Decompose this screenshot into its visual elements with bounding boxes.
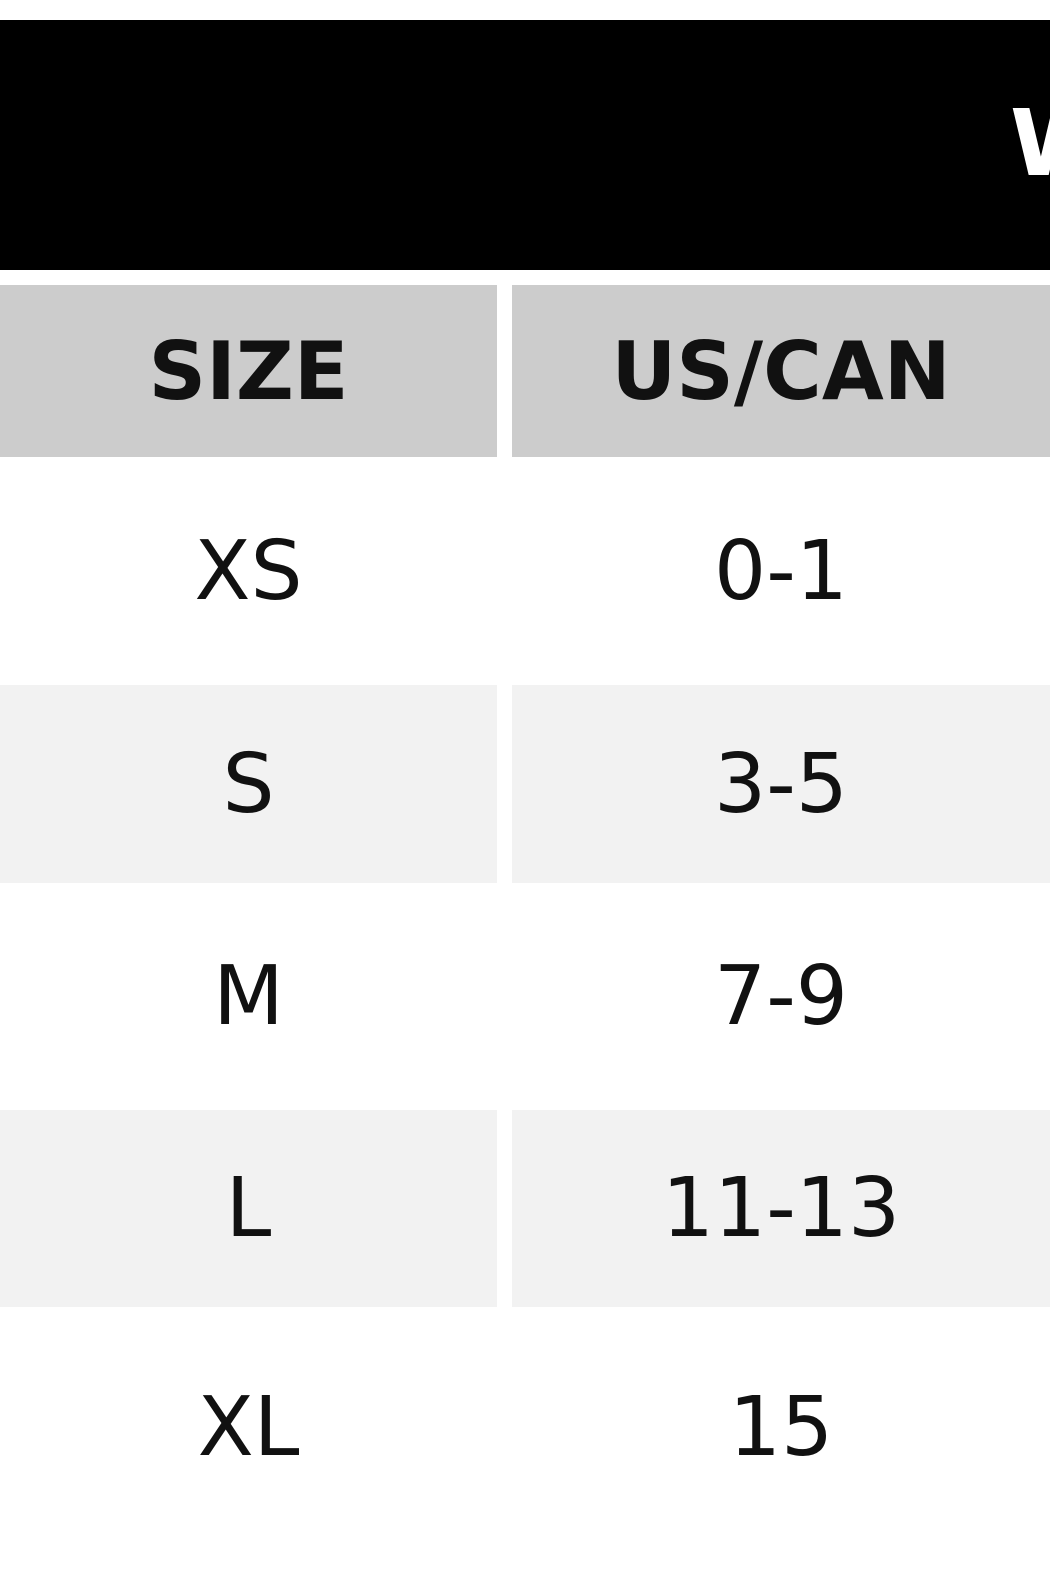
table-row-l-us: 11-13	[512, 1110, 1050, 1307]
us-can-cell: 11-13	[661, 1161, 901, 1256]
header-us-can-label: US/CAN	[611, 324, 951, 418]
table-row-l-size: L	[0, 1110, 497, 1307]
size-cell: L	[225, 1161, 272, 1256]
us-can-cell: 7-9	[714, 949, 848, 1044]
size-cell: S	[222, 736, 275, 832]
table-row-xs-size: XS	[0, 457, 497, 685]
us-can-cell: 3-5	[714, 736, 848, 832]
table-row-m-us: 7-9	[512, 883, 1050, 1110]
size-cell: XS	[194, 523, 303, 619]
header-size-label: SIZE	[148, 324, 349, 418]
chart-title: W	[1010, 98, 1050, 190]
title-bar: W	[0, 20, 1050, 270]
table-row-xl-size: XL	[0, 1307, 497, 1547]
us-can-cell: 0-1	[714, 523, 848, 619]
table-row-xs-us: 0-1	[512, 457, 1050, 685]
header-size: SIZE	[0, 285, 497, 457]
table-row-xl-us: 15	[512, 1307, 1050, 1547]
table-row-s-us: 3-5	[512, 685, 1050, 883]
size-cell: M	[213, 949, 284, 1044]
table-row-m-size: M	[0, 883, 497, 1110]
header-us-can: US/CAN	[512, 285, 1050, 457]
size-cell: XL	[197, 1379, 300, 1475]
table-row-s-size: S	[0, 685, 497, 883]
us-can-cell: 15	[728, 1379, 834, 1475]
